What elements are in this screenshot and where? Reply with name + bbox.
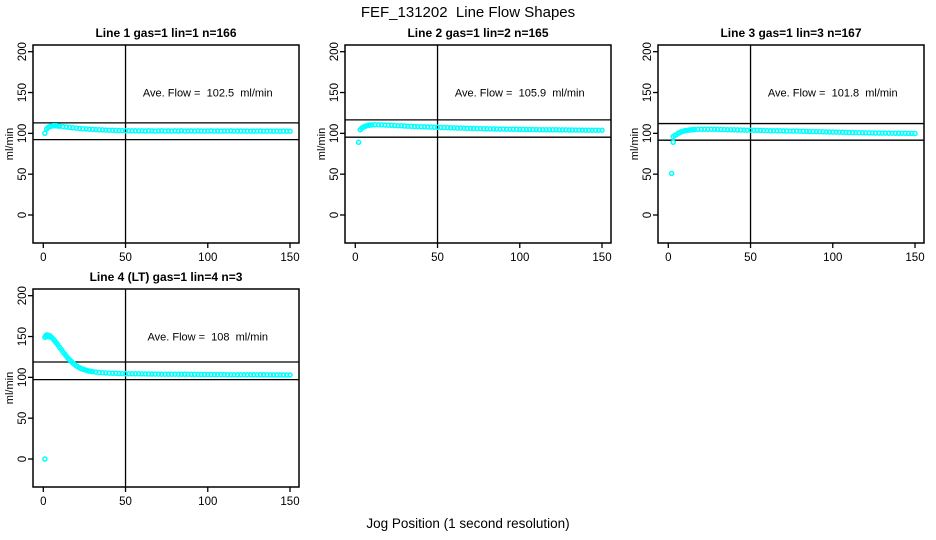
data-point (149, 128, 155, 134)
x-tick-label: 100 (823, 252, 842, 264)
data-point (86, 126, 93, 132)
y-tick-label: 50 (329, 168, 341, 181)
data-point (461, 125, 467, 131)
subplot-title: Line 2 gas=1 lin=2 n=165 (407, 26, 548, 40)
y-axis-label: ml/min (316, 128, 328, 160)
y-tick-label: 100 (329, 124, 341, 143)
x-tick-label: 0 (352, 252, 358, 264)
plot-box (32, 288, 300, 488)
y-tick-label: 200 (17, 286, 29, 305)
ave-flow-annotation: Ave. Flow = 101.8 ml/min (768, 88, 898, 100)
x-tick-label: 50 (431, 252, 444, 264)
x-tick-label: 50 (119, 496, 132, 508)
data-point (270, 128, 277, 134)
y-tick-label: 200 (17, 42, 29, 61)
subplot-title: Line 3 gas=1 lin=3 n=167 (720, 26, 861, 40)
data-point (149, 371, 155, 377)
data-point (355, 139, 362, 146)
figure-title: FEF_131202 Line Flow Shapes (360, 4, 576, 21)
data-point (398, 123, 405, 129)
ave-flow-annotation: Ave. Flow = 102.5 ml/min (143, 88, 273, 100)
data-point (599, 127, 605, 133)
data-point (803, 128, 810, 135)
x-tick-label: 0 (40, 252, 46, 264)
data-point (241, 128, 247, 134)
subplot-title: Line 4 (LT) gas=1 lin=4 n=3 (90, 270, 243, 284)
data-point (116, 127, 122, 134)
y-tick-label: 0 (17, 212, 29, 218)
plot-box (657, 44, 925, 244)
y-tick-label: 150 (642, 83, 654, 102)
data-point (741, 127, 747, 133)
x-tick-label: 150 (280, 252, 299, 264)
y-axis-label: ml/min (4, 128, 16, 160)
data-point (774, 127, 780, 134)
y-axis-label: ml/min (629, 128, 641, 160)
data-point (42, 456, 48, 462)
data-point (895, 130, 902, 137)
y-tick-label: 150 (17, 327, 29, 346)
y-tick-label: 200 (329, 42, 341, 61)
x-tick-label: 150 (592, 252, 611, 264)
y-tick-label: 0 (329, 212, 341, 218)
data-point (178, 128, 185, 134)
data-point (42, 130, 48, 137)
x-axis-title: Jog Position (1 second resolution) (366, 516, 570, 531)
data-point (668, 170, 675, 177)
y-tick-label: 0 (642, 212, 654, 218)
x-tick-label: 150 (280, 496, 299, 508)
data-point (116, 370, 122, 377)
x-tick-label: 0 (665, 252, 671, 264)
data-point (833, 129, 839, 135)
y-tick-label: 100 (17, 368, 29, 387)
data-point (428, 124, 434, 130)
y-tick-label: 50 (642, 168, 654, 181)
x-tick-label: 100 (510, 252, 529, 264)
data-point (582, 127, 589, 133)
data-point (208, 371, 214, 378)
y-tick-label: 0 (17, 456, 29, 462)
y-tick-label: 50 (17, 168, 29, 181)
x-tick-label: 50 (119, 252, 132, 264)
data-point (912, 130, 918, 137)
data-point (287, 128, 293, 134)
data-point (866, 130, 872, 136)
y-tick-label: 150 (17, 83, 29, 102)
data-point (241, 371, 247, 378)
data-point (270, 372, 277, 378)
data-point (178, 371, 185, 378)
data-point (287, 372, 293, 378)
y-tick-label: 50 (17, 412, 29, 425)
ave-flow-annotation: Ave. Flow = 105.9 ml/min (455, 88, 585, 100)
x-tick-label: 150 (905, 252, 924, 264)
data-point (520, 126, 526, 133)
y-axis-label: ml/min (4, 372, 16, 404)
x-tick-label: 50 (744, 252, 757, 264)
data-point (711, 126, 718, 133)
data-point (670, 139, 676, 146)
y-tick-label: 100 (17, 124, 29, 143)
plot-box (32, 44, 300, 244)
subplot-title: Line 1 gas=1 lin=1 n=166 (95, 26, 236, 40)
data-point (490, 126, 497, 132)
plot-box (344, 44, 612, 244)
data-point (208, 128, 214, 134)
y-tick-label: 100 (642, 124, 654, 143)
y-tick-label: 200 (642, 42, 654, 61)
x-tick-label: 0 (40, 496, 46, 508)
data-point (553, 127, 559, 133)
x-tick-label: 100 (198, 252, 217, 264)
x-tick-label: 100 (198, 496, 217, 508)
ave-flow-annotation: Ave. Flow = 108 ml/min (147, 332, 268, 344)
y-tick-label: 150 (329, 83, 341, 102)
